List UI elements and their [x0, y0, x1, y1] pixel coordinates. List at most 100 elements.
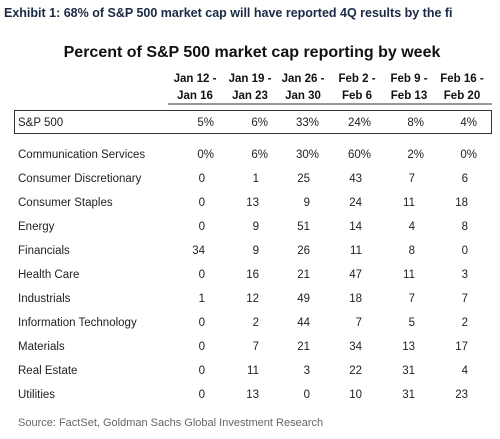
- cell-value: 31: [402, 389, 415, 401]
- cell-value: 44: [297, 317, 310, 329]
- cell-value: 11: [403, 269, 415, 281]
- cell-value: 10: [349, 389, 362, 401]
- cell-value: 11: [247, 365, 259, 377]
- cell-value: 4: [462, 365, 469, 377]
- cell-value: 0: [199, 197, 205, 209]
- cell-value: 1: [253, 173, 259, 185]
- cell-value: 7: [409, 173, 415, 185]
- row-label: Consumer Discretionary: [18, 173, 142, 185]
- row-label: Financials: [18, 245, 70, 257]
- cell-value: 34: [349, 341, 362, 353]
- cell-value: 34: [192, 245, 205, 257]
- row-label: Energy: [18, 221, 55, 233]
- row-label: S&P 500: [18, 117, 63, 129]
- column-header: Feb 9 -: [390, 73, 427, 85]
- exhibit-title: Exhibit 1: 68% of S&P 500 market cap wil…: [4, 6, 453, 20]
- cell-value: 0: [199, 173, 205, 185]
- column-header: Feb 13: [391, 90, 427, 102]
- source: Source: FactSet, Goldman Sachs Global In…: [18, 417, 323, 429]
- cell-value: 33%: [296, 117, 319, 129]
- cell-value: 4%: [460, 117, 477, 129]
- cell-value: 0: [199, 221, 205, 233]
- cell-value: 0: [462, 245, 468, 257]
- cell-value: 7: [253, 341, 259, 353]
- cell-value: 9: [304, 197, 310, 209]
- row-label: Real Estate: [18, 365, 77, 377]
- column-header: Jan 26 -: [282, 73, 325, 85]
- cell-value: 0: [199, 389, 205, 401]
- cell-value: 0: [304, 389, 310, 401]
- cell-value: 7: [462, 293, 468, 305]
- row-label: Materials: [18, 341, 65, 353]
- column-header: Feb 2 -: [338, 73, 375, 85]
- cell-value: 5%: [197, 117, 214, 129]
- cell-value: 14: [349, 221, 362, 233]
- cell-value: 0: [199, 317, 205, 329]
- column-header: Jan 23: [232, 90, 268, 102]
- cell-value: 0: [199, 365, 205, 377]
- cell-value: 0%: [197, 149, 214, 161]
- column-header: Feb 20: [444, 90, 480, 102]
- cell-value: 18: [349, 293, 362, 305]
- cell-value: 2: [253, 317, 259, 329]
- cell-value: 7: [356, 317, 362, 329]
- row-label: Communication Services: [18, 149, 145, 161]
- cell-value: 22: [349, 365, 362, 377]
- cell-value: 23: [455, 389, 468, 401]
- cell-value: 8: [409, 245, 415, 257]
- cell-value: 60%: [348, 149, 371, 161]
- cell-value: 49: [297, 293, 310, 305]
- column-header: Jan 16: [177, 90, 213, 102]
- cell-value: 4: [409, 221, 416, 233]
- cell-value: 2: [462, 317, 468, 329]
- cell-value: 24%: [348, 117, 371, 129]
- cell-value: 21: [297, 341, 310, 353]
- column-header: Jan 12 -: [174, 73, 217, 85]
- column-header: Jan 19 -: [229, 73, 272, 85]
- cell-value: 43: [349, 173, 362, 185]
- cell-value: 26: [297, 245, 310, 257]
- column-header: Feb 16 -: [440, 73, 484, 85]
- cell-value: 6%: [251, 117, 268, 129]
- cell-value: 7: [409, 293, 415, 305]
- row-label: Health Care: [18, 269, 79, 281]
- cell-value: 30%: [296, 149, 319, 161]
- cell-value: 3: [462, 269, 468, 281]
- cell-value: 8: [462, 221, 468, 233]
- cell-value: 3: [304, 365, 310, 377]
- cell-value: 13: [246, 197, 259, 209]
- cell-value: 6: [462, 173, 468, 185]
- cell-value: 47: [349, 269, 362, 281]
- cell-value: 21: [297, 269, 310, 281]
- cell-value: 8%: [407, 117, 424, 129]
- cell-value: 0: [199, 269, 205, 281]
- cell-value: 12: [246, 293, 259, 305]
- cell-value: 5: [409, 317, 415, 329]
- row-label: Utilities: [18, 389, 55, 401]
- cell-value: 9: [253, 245, 259, 257]
- row-label: Consumer Staples: [18, 197, 113, 209]
- row-label: Industrials: [18, 293, 71, 305]
- table-title: Percent of S&P 500 market cap reporting …: [64, 44, 441, 61]
- cell-value: 31: [402, 365, 415, 377]
- cell-value: 25: [297, 173, 310, 185]
- cell-value: 0%: [460, 149, 477, 161]
- cell-value: 51: [297, 221, 310, 233]
- cell-value: 13: [402, 341, 415, 353]
- row-label: Information Technology: [18, 317, 137, 329]
- cell-value: 24: [349, 197, 362, 209]
- cell-value: 17: [455, 341, 468, 353]
- cell-value: 13: [246, 389, 259, 401]
- cell-value: 9: [253, 221, 259, 233]
- cell-value: 18: [455, 197, 468, 209]
- cell-value: 11: [403, 197, 415, 209]
- column-header: Jan 30: [285, 90, 321, 102]
- cell-value: 1: [199, 293, 205, 305]
- cell-value: 2%: [407, 149, 424, 161]
- cell-value: 6%: [251, 149, 268, 161]
- column-header: Feb 6: [342, 90, 372, 102]
- cell-value: 11: [350, 245, 362, 257]
- total-box: [14, 110, 492, 134]
